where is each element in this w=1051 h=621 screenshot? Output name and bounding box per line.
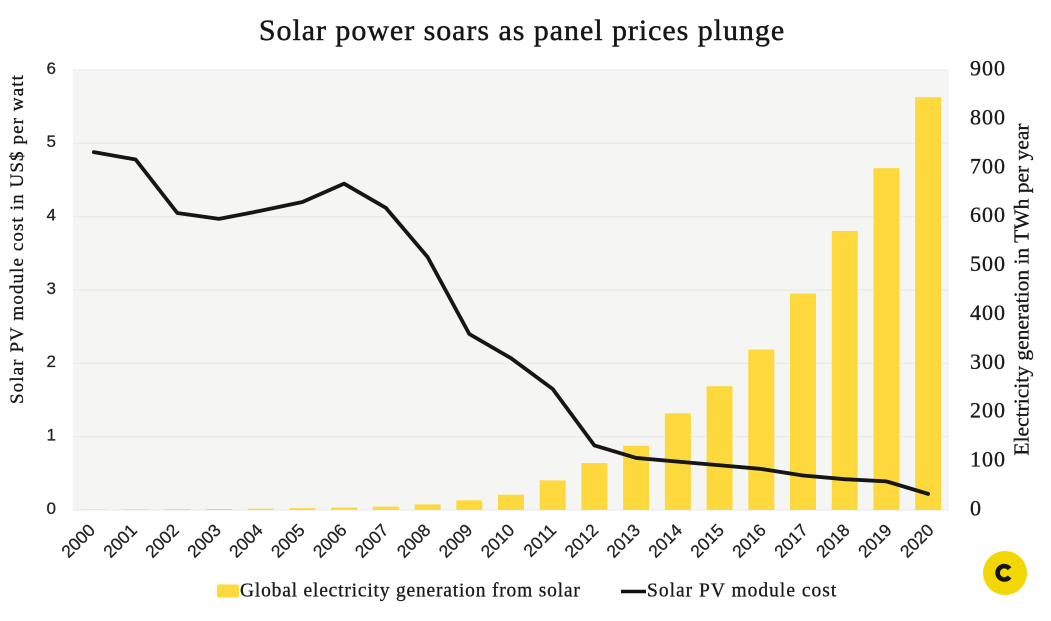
svg-text:800: 800 <box>970 104 1006 129</box>
svg-text:4: 4 <box>47 205 56 224</box>
svg-text:100: 100 <box>970 447 1006 472</box>
svg-text:2: 2 <box>47 352 56 371</box>
svg-text:3: 3 <box>47 279 56 298</box>
svg-text:6: 6 <box>47 59 56 78</box>
svg-text:900: 900 <box>970 56 1006 81</box>
svg-text:Global electricity generation: Global electricity generation from solar <box>240 581 581 602</box>
svg-text:Solar PV module cost: Solar PV module cost <box>647 581 837 602</box>
svg-text:5: 5 <box>47 132 56 151</box>
svg-text:500: 500 <box>970 251 1006 276</box>
svg-text:400: 400 <box>970 300 1006 325</box>
svg-text:Solar power soars as panel pri: Solar power soars as panel prices plunge <box>259 14 785 47</box>
svg-text:Electricity generation in TWh: Electricity generation in TWh per year <box>1010 123 1034 455</box>
svg-text:0: 0 <box>47 499 56 518</box>
svg-text:0: 0 <box>970 496 982 521</box>
svg-text:1: 1 <box>47 425 56 444</box>
svg-text:200: 200 <box>970 398 1006 423</box>
svg-text:Solar PV module cost in US$ pe: Solar PV module cost in US$ per watt <box>7 74 28 404</box>
svg-text:300: 300 <box>970 349 1006 374</box>
svg-text:600: 600 <box>970 202 1006 227</box>
svg-text:700: 700 <box>970 153 1006 178</box>
